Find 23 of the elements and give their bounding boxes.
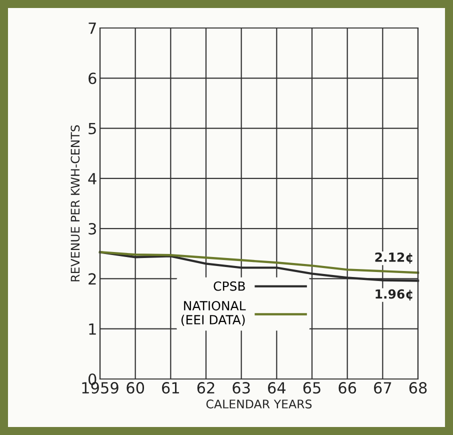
x-tick-label: 60 [126, 382, 144, 394]
line-series [98, 251, 420, 274]
annotation: 2.12¢ [375, 252, 412, 264]
y-tick-label: 2 [88, 273, 96, 285]
x-tick-label: 62 [197, 382, 214, 394]
x-tick-label: 67 [374, 382, 392, 394]
y-tick-label: 4 [88, 173, 96, 184]
y-tick-label: 6 [88, 72, 96, 84]
x-tick-label: 65 [303, 382, 320, 394]
legend-label: NATIONAL (EEI DATA) [181, 301, 246, 326]
x-tick-label: 63 [232, 382, 250, 394]
x-axis-title: CALENDAR YEARS [206, 400, 312, 408]
x-tick-label: 61 [162, 382, 179, 394]
y-tick-label: 5 [88, 122, 96, 134]
x-tick-label: 68 [409, 382, 427, 394]
y-tick-label: 3 [88, 223, 96, 235]
x-tick-label: 64 [268, 382, 286, 394]
y-axis-title: REVENUE PER KWH-CENTS [70, 125, 80, 282]
annotation: 1.96¢ [376, 289, 412, 300]
y-tick-label: 1 [89, 324, 96, 335]
legend-label: CPSB [214, 281, 245, 291]
x-tick-label: 66 [338, 382, 356, 394]
y-tick-label: 7 [88, 22, 96, 34]
